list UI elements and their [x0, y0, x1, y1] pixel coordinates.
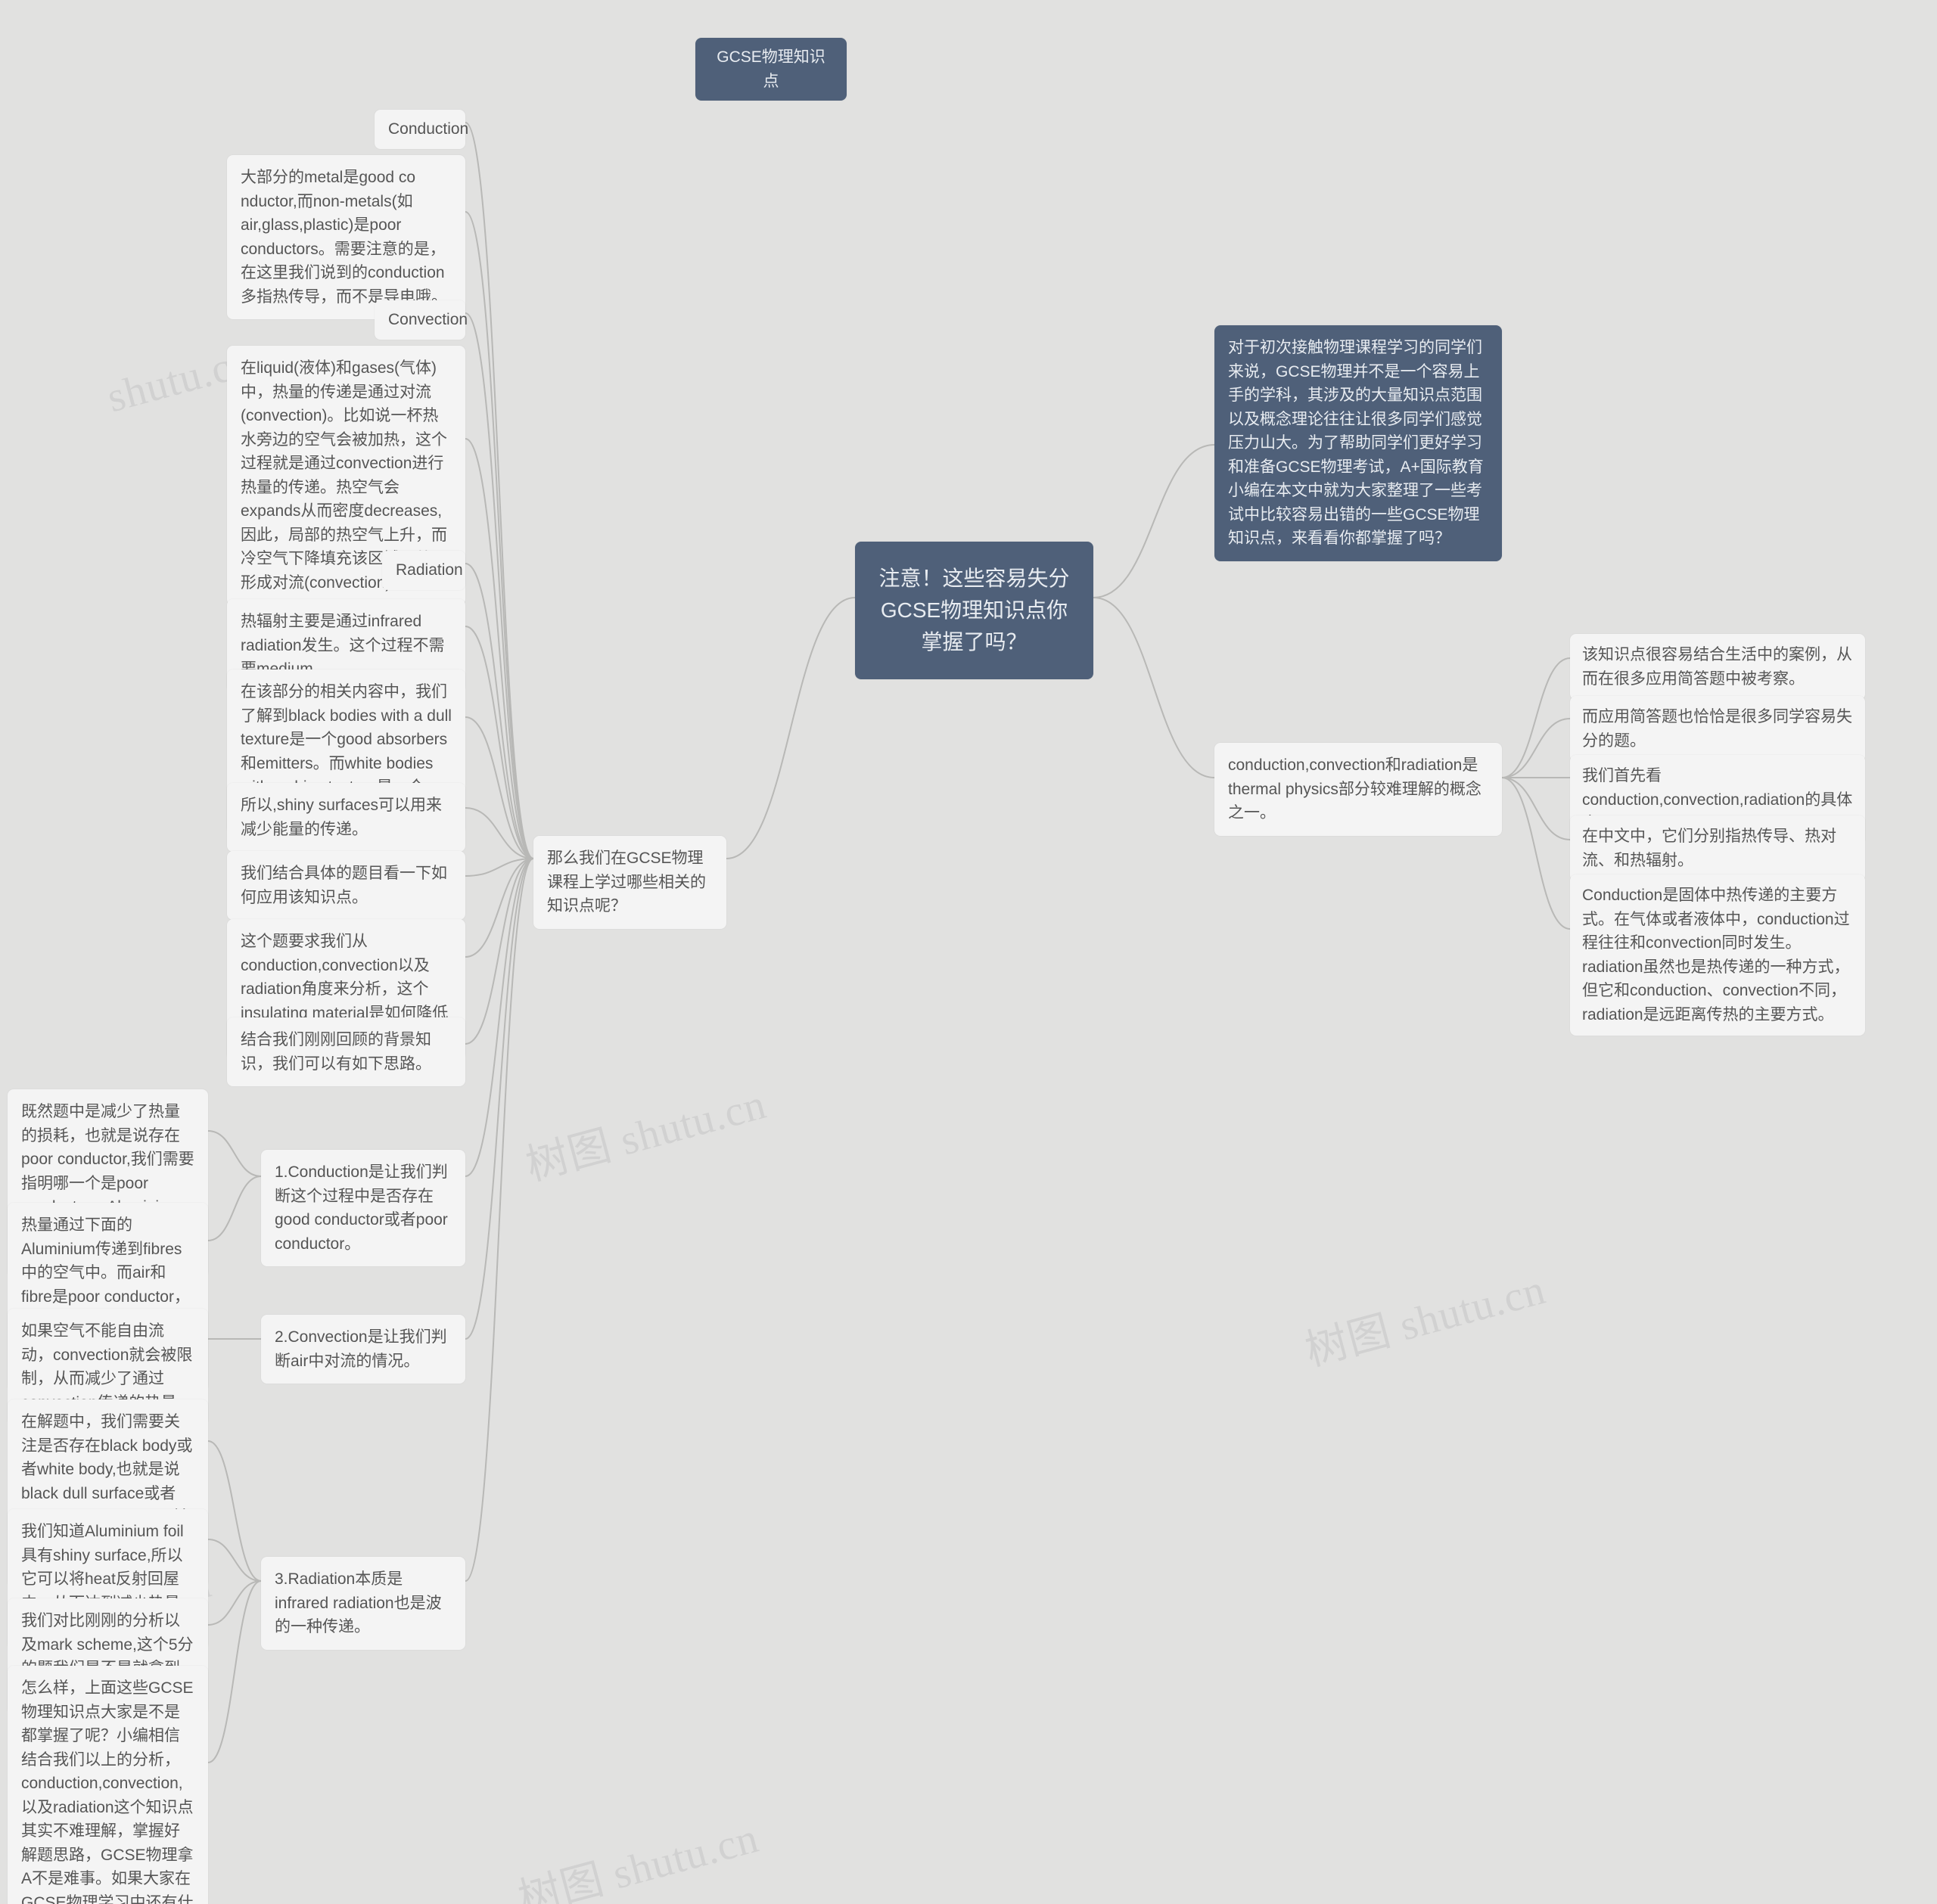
radiation-text-6: 结合我们刚刚回顾的背景知识，我们可以有如下思路。	[227, 1017, 465, 1086]
right-concept-text: conduction,convection和radiation是thermal …	[1228, 756, 1482, 822]
right-sub-r4: 在中文中，它们分别指热传导、热对流、和热辐射。	[1570, 815, 1865, 881]
convection-label: Convection	[375, 300, 465, 340]
center-node: 注意！这些容易失分GCSE物理知识点你掌握了吗？	[855, 542, 1093, 679]
branch3-label: 3.Radiation本质是infrared radiation也是波的一种传递…	[261, 1557, 465, 1650]
watermark: 树图 shutu.cn	[518, 1070, 772, 1192]
right-sub-r5: Conduction是固体中热传递的主要方式。在气体或者液体中，conducti…	[1570, 874, 1865, 1036]
branch3-b3d: 怎么样，上面这些GCSE物理知识点大家是不是都掌握了呢？小编相信结合我们以上的分…	[8, 1666, 208, 1904]
conduction-text: 大部分的metal是good co nductor,而non-metals(如a…	[227, 155, 465, 319]
conduction-label: Conduction	[375, 110, 465, 149]
radiation-text-3: 所以,shiny surfaces可以用来减少能量的传递。	[227, 783, 465, 852]
root-title-node: GCSE物理知识点	[695, 38, 847, 101]
right-intro-text: 对于初次接触物理课程学习的同学们来说，GCSE物理并不是一个容易上手的学科，其涉…	[1228, 339, 1484, 547]
branch2-label: 2.Convection是让我们判断air中对流的情况。	[261, 1315, 465, 1384]
right-intro-node: 对于初次接触物理课程学习的同学们来说，GCSE物理并不是一个容易上手的学科，其涉…	[1214, 325, 1502, 561]
radiation-label: Radiation	[382, 551, 465, 590]
right-concept-node: conduction,convection和radiation是thermal …	[1214, 743, 1502, 836]
left-header-node: 那么我们在GCSE物理课程上学过哪些相关的知识点呢？	[533, 836, 726, 929]
left-header-text: 那么我们在GCSE物理课程上学过哪些相关的知识点呢？	[547, 850, 706, 915]
radiation-text-4: 我们结合具体的题目看一下如何应用该知识点。	[227, 851, 465, 920]
root-title-text: GCSE物理知识点	[717, 48, 825, 90]
watermark: 树图 shutu.cn	[511, 1803, 764, 1904]
branch1-label: 1.Conduction是让我们判断这个过程中是否存在good conducto…	[261, 1150, 465, 1266]
center-node-text: 注意！这些容易失分GCSE物理知识点你掌握了吗？	[878, 567, 1069, 654]
watermark: 树图 shutu.cn	[1298, 1255, 1551, 1378]
right-sub-r1: 该知识点很容易结合生活中的案例，从而在很多应用简答题中被考察。	[1570, 634, 1865, 700]
right-sub-r2: 而应用简答题也恰恰是很多同学容易失分的题。	[1570, 696, 1865, 762]
